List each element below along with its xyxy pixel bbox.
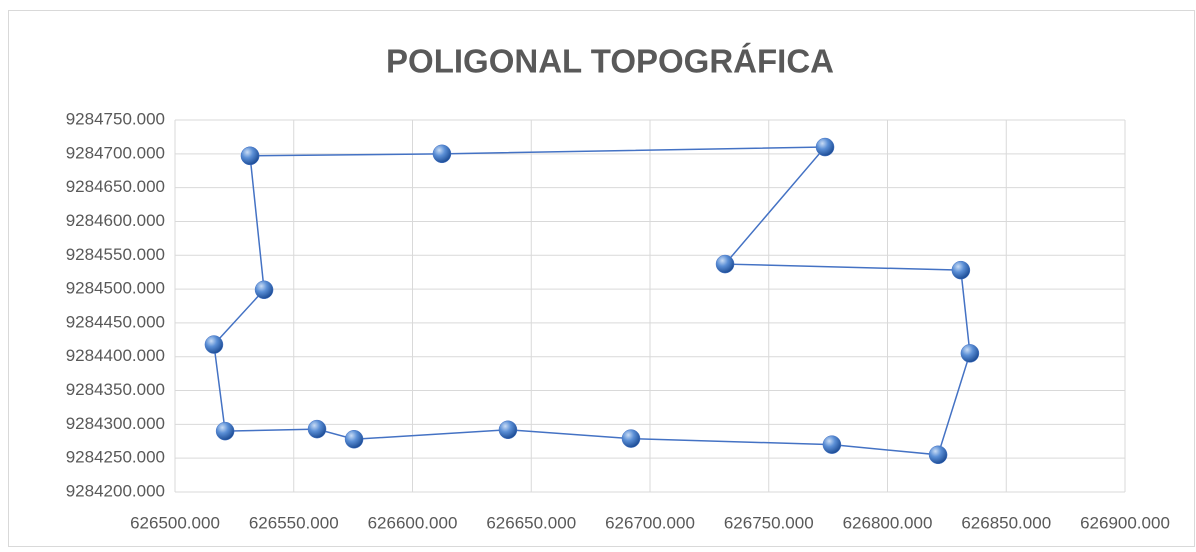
y-tick-label: 9284550.000 <box>66 245 165 264</box>
point <box>960 344 980 363</box>
y-tick-label: 9284600.000 <box>66 211 165 230</box>
y-tick-label: 9284450.000 <box>66 312 165 331</box>
y-tick-label: 9284350.000 <box>66 380 165 399</box>
y-tick-label: 9284300.000 <box>66 414 165 433</box>
chart-title: POLIGONAL TOPOGRÁFICA <box>386 43 834 80</box>
point <box>715 254 735 274</box>
y-tick-label: 9284200.000 <box>66 481 165 500</box>
point <box>822 435 842 454</box>
point <box>815 137 835 157</box>
point <box>254 280 274 300</box>
chart-border <box>8 10 1195 547</box>
y-tick-label: 9284700.000 <box>66 143 165 162</box>
point <box>240 146 260 166</box>
x-tick-label: 626650.000 <box>486 513 576 532</box>
x-tick-label: 626600.000 <box>368 513 458 532</box>
point <box>215 421 235 441</box>
x-tick-label: 626800.000 <box>843 513 933 532</box>
point <box>307 419 327 439</box>
point <box>204 335 224 354</box>
x-tick-label: 626550.000 <box>249 513 339 532</box>
y-tick-label: 9284250.000 <box>66 448 165 467</box>
y-tick-label: 9284650.000 <box>66 177 165 196</box>
x-tick-label: 626500.000 <box>130 513 220 532</box>
x-tick-label: 626900.000 <box>1080 513 1170 532</box>
point <box>498 420 518 440</box>
y-tick-label: 9284500.000 <box>66 279 165 298</box>
y-tick-label: 9284750.000 <box>66 109 165 128</box>
x-tick-label: 626850.000 <box>961 513 1051 532</box>
x-tick-label: 626700.000 <box>605 513 695 532</box>
point <box>928 445 948 465</box>
y-tick-label: 9284400.000 <box>66 346 165 365</box>
point <box>951 260 971 280</box>
point <box>432 144 452 164</box>
point <box>621 429 641 448</box>
point <box>344 429 364 449</box>
polygon-line <box>213 146 971 456</box>
x-tick-label: 626750.000 <box>724 513 814 532</box>
